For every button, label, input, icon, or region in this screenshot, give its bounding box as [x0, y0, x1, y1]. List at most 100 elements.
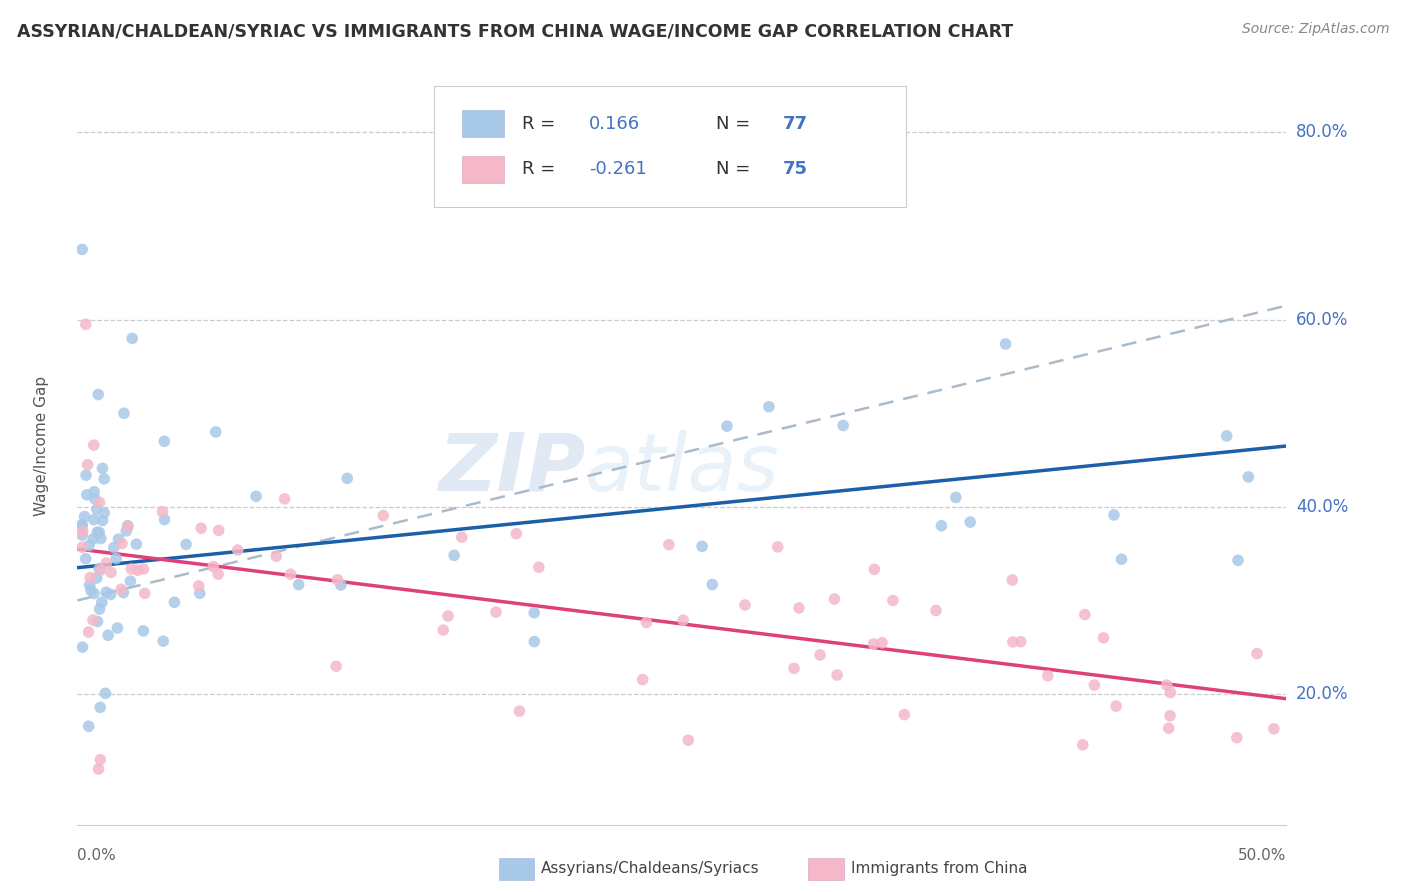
Point	[325, 659, 347, 673]
Point	[931, 518, 953, 533]
Point	[862, 637, 884, 651]
Text: N =: N =	[716, 161, 756, 178]
Point	[716, 419, 738, 434]
Point	[100, 566, 122, 580]
Point	[73, 509, 96, 524]
Point	[226, 543, 249, 558]
Point	[1111, 552, 1133, 566]
Point	[77, 539, 100, 553]
FancyBboxPatch shape	[434, 86, 905, 207]
Point	[1159, 685, 1181, 699]
Point	[121, 331, 143, 345]
Point	[127, 563, 149, 577]
Point	[1215, 429, 1237, 443]
Point	[96, 556, 118, 570]
Point	[734, 598, 756, 612]
Text: Source: ZipAtlas.com: Source: ZipAtlas.com	[1241, 22, 1389, 37]
Point	[329, 578, 352, 592]
Point	[112, 406, 135, 420]
Point	[208, 524, 231, 538]
Point	[153, 513, 176, 527]
Point	[90, 532, 112, 546]
Point	[1036, 669, 1059, 683]
Point	[79, 578, 101, 592]
Point	[77, 719, 100, 733]
Point	[882, 593, 904, 607]
Point	[825, 668, 848, 682]
Point	[437, 609, 460, 624]
Point	[174, 537, 197, 551]
Text: Assyrians/Chaldeans/Syriacs: Assyrians/Chaldeans/Syriacs	[541, 862, 759, 876]
Point	[508, 704, 530, 718]
Point	[1246, 647, 1268, 661]
Point	[1102, 508, 1125, 522]
Point	[107, 532, 129, 546]
Point	[1157, 721, 1180, 735]
Point	[89, 753, 111, 767]
Point	[93, 506, 115, 520]
Point	[86, 502, 108, 516]
Text: 77: 77	[782, 115, 807, 133]
Point	[373, 508, 395, 523]
Point	[76, 458, 98, 472]
Point	[112, 585, 135, 599]
Point	[245, 489, 267, 503]
Point	[87, 762, 110, 776]
Point	[925, 603, 948, 617]
Point	[443, 549, 465, 563]
Point	[100, 587, 122, 601]
Point	[1159, 708, 1181, 723]
Point	[89, 495, 111, 509]
Point	[80, 583, 103, 598]
Point	[117, 518, 139, 533]
Point	[631, 673, 654, 687]
Point	[1226, 731, 1249, 745]
Point	[96, 585, 118, 599]
Point	[202, 559, 225, 574]
Text: 20.0%: 20.0%	[1296, 685, 1348, 703]
Text: N =: N =	[716, 115, 756, 133]
Point	[266, 549, 288, 564]
Point	[115, 524, 138, 538]
Point	[86, 525, 108, 540]
Point	[110, 582, 132, 597]
Point	[1083, 678, 1105, 692]
Point	[79, 570, 101, 584]
Text: R =: R =	[522, 115, 561, 133]
Point	[120, 562, 142, 576]
Point	[485, 605, 508, 619]
Point	[89, 700, 111, 714]
Point	[672, 613, 695, 627]
Text: ASSYRIAN/CHALDEAN/SYRIAC VS IMMIGRANTS FROM CHINA WAGE/INCOME GAP CORRELATION CH: ASSYRIAN/CHALDEAN/SYRIAC VS IMMIGRANTS F…	[17, 22, 1014, 40]
Point	[945, 491, 967, 505]
Point	[523, 606, 546, 620]
Point	[152, 634, 174, 648]
Point	[188, 586, 211, 600]
Point	[83, 484, 105, 499]
Point	[658, 538, 681, 552]
Point	[783, 661, 806, 675]
Point	[87, 387, 110, 401]
Text: 60.0%: 60.0%	[1296, 310, 1348, 328]
Point	[1074, 607, 1097, 622]
Point	[1105, 699, 1128, 714]
Point	[187, 579, 209, 593]
Point	[336, 471, 359, 485]
Point	[83, 586, 105, 600]
Point	[103, 541, 125, 555]
Point	[287, 577, 309, 591]
Point	[1001, 573, 1024, 587]
Text: Immigrants from China: Immigrants from China	[851, 862, 1028, 876]
Point	[1263, 722, 1285, 736]
Point	[91, 461, 114, 475]
Point	[678, 733, 700, 747]
FancyBboxPatch shape	[461, 156, 505, 183]
Point	[120, 574, 142, 588]
Point	[89, 602, 111, 616]
Point	[870, 636, 893, 650]
Point	[808, 648, 831, 662]
Point	[326, 573, 349, 587]
Point	[86, 571, 108, 585]
Point	[787, 601, 810, 615]
Text: 0.166: 0.166	[589, 115, 640, 133]
